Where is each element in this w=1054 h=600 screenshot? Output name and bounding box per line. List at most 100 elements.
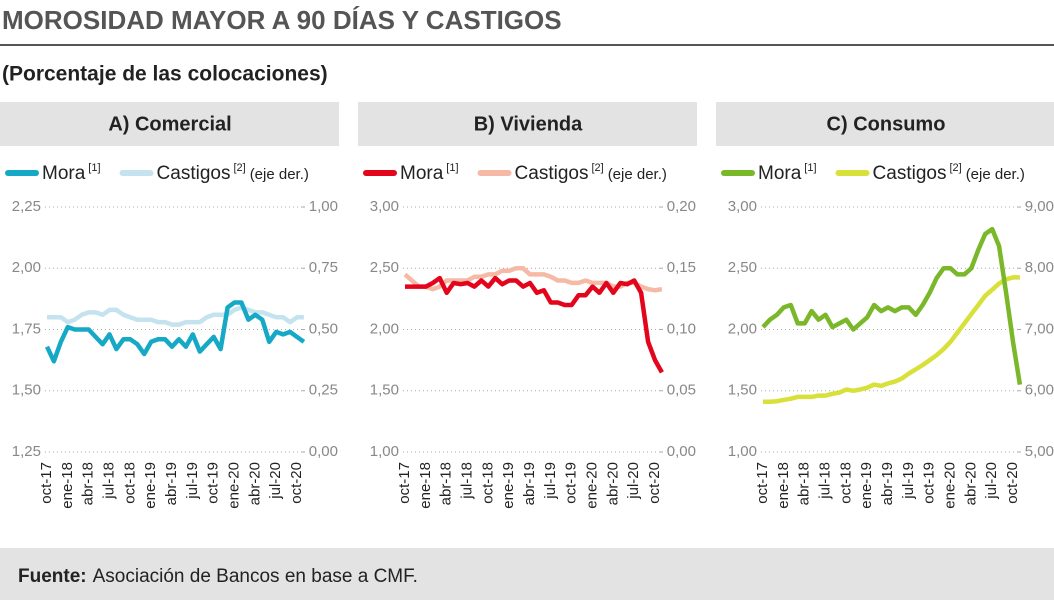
x-tick-label: jul-19 [542, 462, 559, 500]
x-tick-label: ene-18 [417, 462, 434, 509]
x-tick-label: ene-19 [858, 462, 875, 509]
y-tick-label: 1,75 [12, 320, 41, 337]
x-tick-label: ene-19 [142, 462, 159, 509]
y2-tick-label: 0,00 [667, 443, 696, 460]
y2-tick-label: 1,00 [309, 198, 338, 215]
x-tick-label: oct-18 [479, 462, 496, 504]
x-tick-label: ene-20 [941, 462, 958, 509]
y-tick-label: 2,00 [12, 259, 41, 276]
y-tick-label: 1,50 [728, 382, 757, 399]
legend-axis-note: (eje der.) [966, 166, 1025, 183]
x-tick-label: abr-18 [80, 462, 97, 505]
x-tick-label: abr-19 [163, 462, 180, 505]
x-tick-label: abr-18 [796, 462, 813, 505]
x-tick-label: jul-19 [184, 462, 201, 500]
x-tick-label: jul-20 [625, 462, 642, 500]
panel-header [0, 102, 339, 146]
x-tick-label: jul-20 [267, 462, 284, 500]
y-tick-label: 2,50 [370, 259, 399, 276]
legend-label: Mora [400, 163, 444, 184]
legend-axis-note: (eje der.) [608, 166, 667, 183]
x-tick-label: oct-17 [754, 462, 771, 504]
y-tick-label: 2,00 [728, 320, 757, 337]
x-tick-label: ene-20 [583, 462, 600, 509]
legend-note: [1] [804, 162, 816, 174]
series-line [405, 275, 664, 374]
x-tick-label: abr-19 [879, 462, 896, 505]
panel-title: A) Comercial [108, 113, 231, 135]
legend-label: Castigos [515, 163, 589, 184]
x-tick-label: oct-19 [563, 462, 580, 504]
x-tick-label: oct-19 [205, 462, 222, 504]
y2-tick-label: 0,20 [667, 198, 696, 215]
series-line [47, 305, 304, 327]
source-label: Fuente: [18, 566, 87, 587]
x-tick-label: abr-20 [246, 462, 263, 505]
y-tick-label: 2,00 [370, 320, 399, 337]
x-tick-label: oct-17 [396, 462, 413, 504]
y2-tick-label: 9,00 [1025, 198, 1054, 215]
x-tick-label: oct-18 [837, 462, 854, 504]
legend-axis-note: (eje der.) [250, 166, 309, 183]
panel-title: B) Vivienda [474, 113, 583, 135]
series-line [761, 226, 1023, 385]
x-tick-label: oct-20 [646, 462, 663, 504]
y2-tick-label: 5,00 [1025, 443, 1054, 460]
x-tick-label: abr-18 [438, 462, 455, 505]
x-tick-label: oct-17 [38, 462, 55, 504]
subtitle: (Porcentaje de las colocaciones) [2, 63, 328, 86]
y-tick-label: 1,00 [728, 443, 757, 460]
footer-band [0, 548, 1054, 600]
x-tick-label: jul-18 [100, 462, 117, 500]
x-tick-label: ene-18 [775, 462, 792, 509]
x-tick-label: abr-20 [604, 462, 621, 505]
legend-label: Castigos [157, 163, 231, 184]
y2-tick-label: 6,00 [1025, 382, 1054, 399]
legend-label: Mora [758, 163, 802, 184]
panel-header [716, 102, 1054, 146]
x-tick-label: oct-18 [121, 462, 138, 504]
x-tick-label: abr-20 [962, 462, 979, 505]
x-tick-label: jul-19 [900, 462, 917, 500]
y-tick-label: 1,25 [12, 443, 41, 460]
y2-tick-label: 0,25 [309, 382, 338, 399]
legend-note: [1] [446, 162, 458, 174]
series-line [44, 300, 306, 364]
y-tick-label: 2,25 [12, 198, 41, 215]
y-tick-label: 1,00 [370, 443, 399, 460]
y2-tick-label: 0,75 [309, 259, 338, 276]
y-tick-label: 1,50 [370, 382, 399, 399]
panel-header [358, 102, 697, 146]
x-tick-label: ene-20 [225, 462, 242, 509]
legend-note: [2] [233, 162, 245, 174]
y2-tick-label: 0,15 [667, 259, 696, 276]
x-tick-label: ene-19 [500, 462, 517, 509]
y2-tick-label: 0,10 [667, 320, 696, 337]
x-tick-label: oct-20 [288, 462, 305, 504]
series-line [763, 275, 1020, 405]
x-tick-label: jul-18 [816, 462, 833, 500]
x-tick-label: jul-18 [458, 462, 475, 500]
y2-tick-label: 0,00 [309, 443, 338, 460]
legend-note: [2] [949, 162, 961, 174]
legend-label: Castigos [873, 163, 947, 184]
source-text: Asociación de Bancos en base a CMF. [93, 566, 418, 587]
x-tick-label: oct-20 [1004, 462, 1021, 504]
x-tick-label: oct-19 [921, 462, 938, 504]
y2-tick-label: 0,50 [309, 320, 338, 337]
x-tick-label: jul-20 [983, 462, 1000, 500]
y-tick-label: 3,00 [728, 198, 757, 215]
panel-title: C) Consumo [827, 113, 946, 135]
x-tick-label: abr-19 [521, 462, 538, 505]
y2-tick-label: 7,00 [1025, 320, 1054, 337]
y-tick-label: 3,00 [370, 198, 399, 215]
x-tick-label: ene-18 [59, 462, 76, 509]
legend-note: [2] [591, 162, 603, 174]
legend-label: Mora [42, 163, 86, 184]
y2-tick-label: 8,00 [1025, 259, 1054, 276]
y-tick-label: 2,50 [728, 259, 757, 276]
y2-tick-label: 0,05 [667, 382, 696, 399]
legend-note: [1] [88, 162, 100, 174]
y-tick-label: 1,50 [12, 382, 41, 399]
